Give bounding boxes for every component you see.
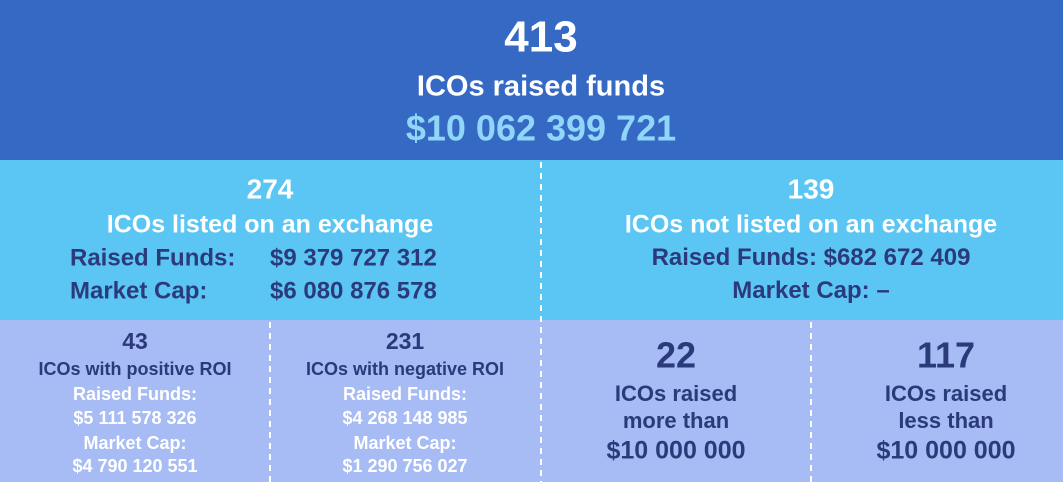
cell-line: $10 000 000 (876, 437, 1015, 465)
cell-cap-label: Market Cap: (83, 433, 186, 453)
cell-count: 231 (386, 328, 425, 354)
middle-band (0, 160, 1063, 320)
funds-value: $9 379 727 312 (270, 244, 437, 271)
cell-count: 43 (122, 328, 148, 354)
listed-count: 274 (247, 173, 294, 204)
cell-funds: $4 268 148 985 (342, 408, 467, 428)
funds-label: Raised Funds: (652, 244, 817, 271)
cell-line: less than (898, 408, 993, 433)
cell-cap: $1 290 756 027 (342, 456, 467, 476)
not-listed-label: ICOs not listed on an exchange (625, 211, 997, 239)
total-amount: $10 062 399 721 (406, 108, 676, 149)
funds-label: Raised Funds: (70, 244, 235, 271)
cell-line: ICOs raised (615, 381, 737, 406)
cell-funds: $5 111 578 326 (73, 408, 196, 428)
funds-value: $682 672 409 (824, 244, 971, 271)
cell-label: ICOs with negative ROI (306, 359, 504, 379)
top-band (0, 0, 1063, 160)
cell-line: $10 000 000 (606, 437, 745, 465)
cell-line: more than (623, 408, 729, 433)
cap-value: – (876, 277, 889, 304)
cap-label: Market Cap: (732, 277, 869, 304)
cap-value: $6 080 876 578 (270, 277, 437, 304)
cell-funds-label: Raised Funds: (343, 384, 467, 404)
cell-count: 22 (656, 335, 696, 376)
funds-line: Raised Funds: $682 672 409 (652, 244, 971, 271)
not-listed-count: 139 (788, 173, 835, 204)
cap-label: Market Cap: (70, 277, 207, 304)
bottom-band (0, 320, 1063, 482)
cap-line: Market Cap: – (732, 277, 889, 304)
cell-funds-label: Raised Funds: (73, 384, 197, 404)
cell-count: 117 (917, 335, 975, 376)
total-count: 413 (504, 13, 577, 62)
cell-cap: $4 790 120 551 (72, 456, 197, 476)
cell-cap-label: Market Cap: (353, 433, 456, 453)
total-label: ICOs raised funds (417, 71, 665, 103)
listed-label: ICOs listed on an exchange (107, 211, 434, 239)
cell-line: ICOs raised (885, 381, 1007, 406)
cell-label: ICOs with positive ROI (38, 359, 231, 379)
